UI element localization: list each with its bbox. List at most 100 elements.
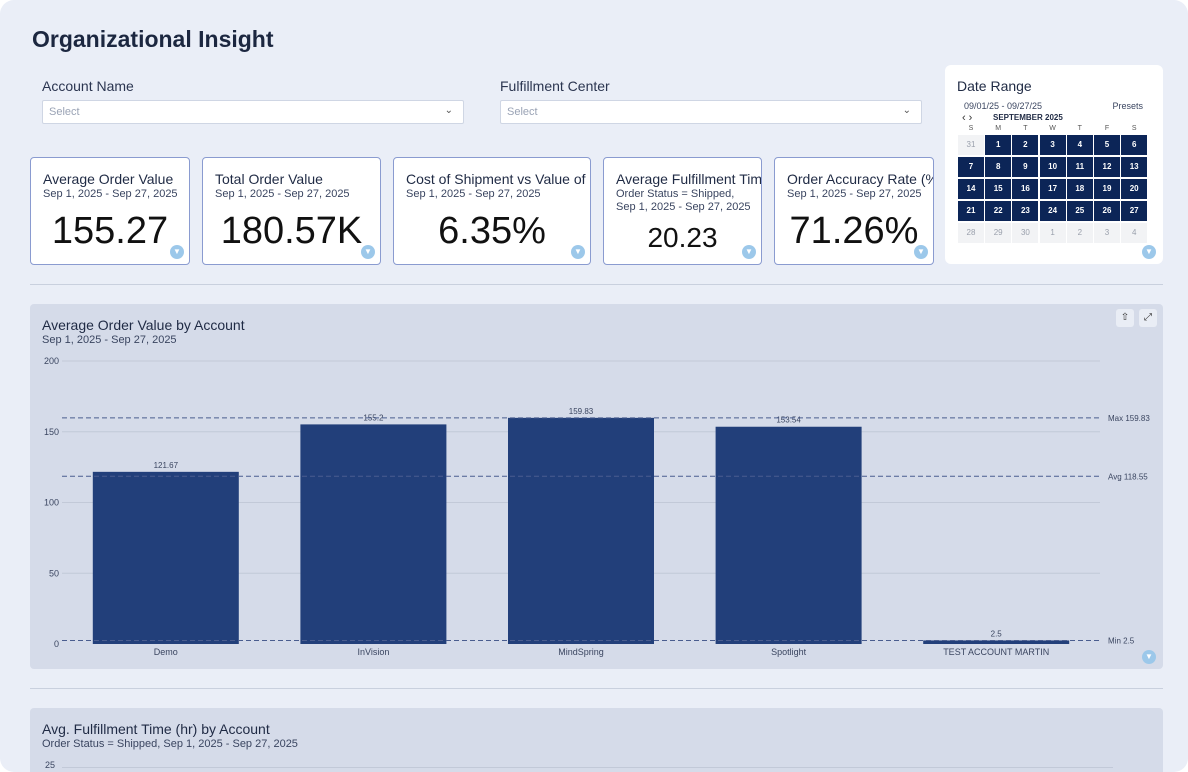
section-divider: [30, 284, 1163, 285]
chart-subtitle: Order Status = Shipped, Sep 1, 2025 - Se…: [42, 738, 298, 750]
kpi-title: Average Order Value: [43, 171, 174, 187]
calendar-day[interactable]: 26: [1094, 201, 1120, 221]
kpi-value: 71.26%: [789, 210, 919, 252]
filter-icon[interactable]: ▼: [361, 245, 375, 259]
chevron-right-icon[interactable]: ›: [968, 112, 976, 124]
account-name-label: Account Name: [42, 78, 134, 94]
page-title: Organizational Insight: [32, 26, 274, 52]
chevron-left-icon[interactable]: ‹: [962, 112, 969, 124]
date-range-value[interactable]: 09/01/25 - 09/27/25: [964, 101, 1043, 111]
calendar-day[interactable]: 3: [1094, 223, 1120, 243]
weekday-label: W: [1049, 125, 1056, 132]
calendar-day[interactable]: 25: [1066, 201, 1093, 221]
weekday-label: S: [968, 125, 974, 132]
x-tick-label: Demo: [154, 647, 178, 657]
calendar-day[interactable]: 10: [1039, 157, 1066, 177]
bar[interactable]: [923, 640, 1070, 644]
calendar-day[interactable]: 11: [1066, 157, 1093, 177]
calendar-day[interactable]: 20: [1121, 179, 1148, 199]
calendar-day[interactable]: 8: [985, 157, 1012, 177]
calendar-day[interactable]: 7: [958, 157, 984, 177]
calendar-day[interactable]: 24: [1039, 201, 1066, 221]
calendar-day[interactable]: 2: [1066, 223, 1093, 243]
calendar-day[interactable]: 16: [1012, 179, 1039, 199]
calendar-day[interactable]: 27: [1121, 201, 1148, 221]
filter-icon[interactable]: ▼: [571, 245, 585, 259]
calendar-day[interactable]: 12: [1094, 157, 1120, 177]
calendar-day[interactable]: 15: [985, 179, 1012, 199]
calendar-day[interactable]: 17: [1039, 179, 1066, 199]
y-tick-label: 0: [54, 639, 59, 649]
calendar-day[interactable]: 2: [1012, 135, 1039, 155]
presets-button[interactable]: Presets: [1112, 101, 1143, 111]
expand-icon[interactable]: ⤢: [1139, 309, 1157, 327]
kpi-value: 155.27: [51, 210, 169, 252]
account-name-placeholder: Select: [49, 106, 80, 118]
bar[interactable]: [300, 424, 447, 644]
kpi-cost-of-shipment[interactable]: Cost of Shipment vs Value of Or Sep 1, 2…: [393, 157, 591, 265]
y-tick-label: 100: [44, 498, 59, 508]
chart-title: Avg. Fulfillment Time (hr) by Account: [42, 721, 270, 737]
chart-panel-average-order-value: Average Order Value by Account Sep 1, 20…: [30, 304, 1163, 669]
bar[interactable]: [715, 426, 862, 644]
weekday-label: M: [995, 125, 1002, 132]
calendar-day[interactable]: 9: [1012, 157, 1039, 177]
x-tick-label: TEST ACCOUNT MARTIN: [943, 647, 1049, 657]
kpi-subtitle: Order Status = Shipped, Sep 1, 2025 - Se…: [616, 188, 751, 213]
bar-value-label: 121.67: [154, 461, 179, 470]
share-icon[interactable]: ⇧: [1116, 309, 1134, 327]
bar-value-label: 159.83: [569, 407, 594, 416]
kpi-total-order-value[interactable]: Total Order Value Sep 1, 2025 - Sep 27, …: [202, 157, 381, 265]
bar-value-label: 155.2: [363, 413, 384, 422]
calendar-day[interactable]: 31: [958, 135, 984, 155]
filter-icon[interactable]: ▼: [1142, 650, 1156, 664]
calendar-day[interactable]: 6: [1121, 135, 1148, 155]
fulfillment-center-placeholder: Select: [507, 106, 538, 118]
weekday-label: S: [1131, 125, 1137, 132]
filter-icon[interactable]: ▼: [914, 245, 928, 259]
calendar-day[interactable]: 21: [958, 201, 984, 221]
calendar-day[interactable]: 3: [1039, 135, 1066, 155]
bar-value-label: 2.5: [991, 629, 1003, 638]
calendar-month: SEPTEMBER 2025: [993, 113, 1063, 122]
calendar-day[interactable]: 13: [1121, 157, 1148, 177]
calendar-day[interactable]: 23: [1012, 201, 1039, 221]
x-tick-label: MindSpring: [558, 647, 604, 657]
calendar-day[interactable]: 4: [1121, 223, 1148, 243]
filter-icon[interactable]: ▼: [742, 245, 756, 259]
account-name-select[interactable]: Select ⌄: [42, 100, 464, 124]
bar[interactable]: [508, 417, 654, 644]
calendar-day[interactable]: 19: [1094, 179, 1120, 199]
calendar-day[interactable]: 28: [958, 223, 984, 243]
y-tick-label: 150: [44, 427, 59, 437]
calendar-day[interactable]: 18: [1066, 179, 1093, 199]
bar[interactable]: [92, 471, 239, 644]
calendar-day[interactable]: 5: [1094, 135, 1120, 155]
chevron-down-icon: ⌄: [902, 105, 911, 116]
date-range-title: Date Range: [957, 78, 1032, 94]
filter-icon[interactable]: ▼: [170, 245, 184, 259]
kpi-order-accuracy-rate[interactable]: Order Accuracy Rate (%) Sep 1, 2025 - Se…: [774, 157, 934, 265]
calendar-day[interactable]: 1: [985, 135, 1012, 155]
fulfillment-center-select[interactable]: Select ⌄: [500, 100, 922, 124]
filter-icon[interactable]: ▼: [1142, 245, 1156, 259]
kpi-subtitle: Sep 1, 2025 - Sep 27, 2025: [215, 188, 350, 200]
reference-line-label: Min 2.5: [1108, 636, 1135, 645]
calendar-day[interactable]: 1: [1039, 223, 1066, 243]
calendar-day[interactable]: 14: [958, 179, 984, 199]
kpi-title: Average Fulfillment Time: [616, 171, 762, 187]
kpi-value: 180.57K: [220, 210, 363, 252]
reference-line-label: Max 159.83: [1108, 414, 1150, 423]
kpi-average-order-value[interactable]: Average Order Value Sep 1, 2025 - Sep 27…: [30, 157, 190, 265]
y-tick-label: 50: [49, 568, 59, 578]
kpi-average-fulfillment-time[interactable]: Average Fulfillment Time Order Status = …: [603, 157, 762, 265]
kpi-subtitle: Sep 1, 2025 - Sep 27, 2025: [406, 188, 541, 200]
y-tick-label: 25: [44, 760, 55, 770]
calendar-day[interactable]: 22: [985, 201, 1012, 221]
fulfillment-center-label: Fulfillment Center: [500, 78, 610, 94]
calendar-day[interactable]: 30: [1012, 223, 1039, 243]
chevron-down-icon: ⌄: [444, 105, 453, 116]
calendar-day[interactable]: 29: [985, 223, 1012, 243]
calendar-day[interactable]: 4: [1066, 135, 1093, 155]
